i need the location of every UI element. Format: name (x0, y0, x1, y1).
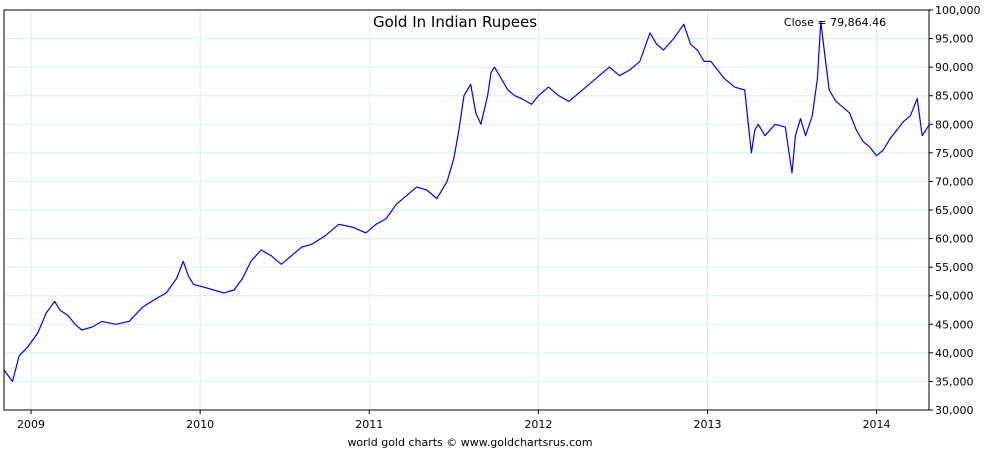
x-tick-label: 2012 (524, 418, 552, 431)
y-tick-label: 95,000 (935, 33, 974, 46)
y-tick-label: 75,000 (935, 147, 974, 160)
x-tick-label: 2009 (17, 418, 45, 431)
y-tick-label: 90,000 (935, 61, 974, 74)
chart-title: Gold In Indian Rupees (373, 13, 537, 31)
x-tick-label: 2011 (355, 418, 383, 431)
y-tick-label: 35,000 (935, 375, 974, 388)
y-tick-label: 55,000 (935, 261, 974, 274)
y-tick-label: 45,000 (935, 318, 974, 331)
y-tick-label: 50,000 (935, 290, 974, 303)
x-tick-label: 2014 (863, 418, 891, 431)
y-tick-label: 30,000 (935, 404, 974, 417)
y-tick-label: 65,000 (935, 204, 974, 217)
axes: 30,000 35,000 40,000 45,000 50,000 55,000 60,0… (17, 4, 980, 431)
chart-credit: world gold charts © www.goldchartsrus.co… (347, 436, 592, 449)
y-tick-label: 100,000 (935, 4, 981, 17)
close-value-label: Close = 79,864.46 (784, 16, 886, 29)
y-tick-label: 80,000 (935, 118, 974, 131)
y-tick-label: 70,000 (935, 175, 974, 188)
series-line-gold-inr (3, 20, 930, 382)
y-tick-label: 40,000 (935, 347, 974, 360)
y-tick-label: 85,000 (935, 90, 974, 103)
y-tick-label: 60,000 (935, 233, 974, 246)
x-tick-label: 2010 (186, 418, 214, 431)
x-tick-label: 2013 (693, 418, 721, 431)
